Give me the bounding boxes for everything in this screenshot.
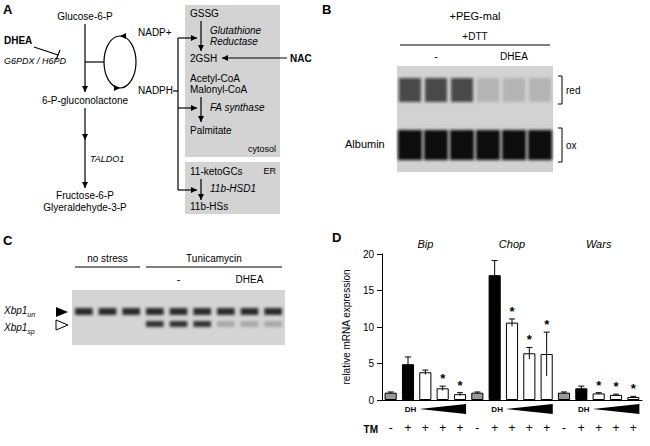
svg-text:+: +	[543, 421, 550, 435]
svg-text:DHEA: DHEA	[4, 35, 32, 46]
svg-text:*: *	[527, 332, 533, 347]
svg-text:+PEG-mal: +PEG-mal	[449, 10, 500, 22]
svg-text:10: 10	[363, 322, 375, 333]
svg-text:+: +	[404, 421, 411, 435]
svg-text:*: *	[457, 378, 463, 393]
svg-text:Glyeraldehyde-3-P: Glyeraldehyde-3-P	[43, 202, 127, 213]
svg-text:-: -	[562, 421, 566, 435]
svg-text:11b-HSD1: 11b-HSD1	[210, 183, 256, 194]
svg-text:+DTT: +DTT	[462, 31, 487, 42]
svg-text:-: -	[389, 421, 393, 435]
svg-text:DH: DH	[578, 405, 590, 414]
svg-text:20: 20	[363, 249, 375, 260]
svg-text:cytosol: cytosol	[248, 144, 276, 154]
svg-text:DHEA: DHEA	[500, 51, 528, 62]
svg-text:FA synthase: FA synthase	[210, 102, 265, 113]
svg-text:+: +	[422, 421, 429, 435]
svg-text:*: *	[509, 304, 515, 319]
svg-text:Tunicamycin: Tunicamycin	[186, 253, 242, 264]
svg-text:Xbp1sp: Xbp1sp	[3, 322, 35, 336]
svg-text:*: *	[596, 378, 602, 393]
svg-text:6-P-gluconolactone: 6-P-gluconolactone	[42, 95, 129, 106]
svg-text:Chop: Chop	[499, 238, 525, 250]
svg-text:DH: DH	[491, 405, 503, 414]
svg-text:TM: TM	[364, 424, 378, 435]
svg-text:*: *	[440, 371, 446, 386]
svg-text:*: *	[613, 379, 619, 394]
svg-text:GSSG: GSSG	[190, 8, 219, 19]
svg-text:DH: DH	[405, 405, 417, 414]
svg-text:ER: ER	[263, 166, 276, 176]
svg-text:-: -	[475, 421, 479, 435]
svg-text:+: +	[526, 421, 533, 435]
svg-text:*: *	[631, 381, 637, 396]
svg-text:Xbp1un: Xbp1un	[3, 305, 35, 318]
svg-text:Glucose-6-P: Glucose-6-P	[57, 11, 113, 22]
svg-text:0: 0	[368, 395, 374, 406]
svg-text:+: +	[612, 421, 619, 435]
svg-text:Acetyl-CoA: Acetyl-CoA	[190, 73, 240, 84]
svg-text:NADP+: NADP+	[138, 27, 172, 38]
svg-text:Reductase: Reductase	[210, 36, 258, 47]
svg-text:C: C	[3, 233, 13, 248]
svg-text:*: *	[544, 317, 550, 332]
svg-text:DHEA: DHEA	[236, 274, 264, 285]
svg-text:2GSH: 2GSH	[190, 53, 217, 64]
svg-text:red: red	[566, 85, 580, 96]
svg-text:15: 15	[363, 285, 375, 296]
svg-text:B: B	[322, 2, 331, 17]
svg-text:NAC: NAC	[290, 53, 312, 64]
svg-text:NADPH: NADPH	[138, 85, 173, 96]
svg-text:Palmitate: Palmitate	[190, 125, 232, 136]
svg-text:Glutathione: Glutathione	[210, 25, 262, 36]
svg-text:no stress: no stress	[87, 253, 128, 264]
svg-text:Wars: Wars	[586, 238, 612, 250]
svg-text:+: +	[508, 421, 515, 435]
svg-text:ox: ox	[566, 140, 577, 151]
svg-text:Albumin: Albumin	[345, 138, 385, 150]
svg-text:11b-HSs: 11b-HSs	[190, 201, 228, 212]
svg-text:11-ketoGCs: 11-ketoGCs	[190, 166, 243, 177]
svg-text:relative mRNA expression: relative mRNA expression	[341, 269, 352, 384]
svg-text:+: +	[630, 421, 637, 435]
svg-text:TALDO1: TALDO1	[90, 154, 124, 164]
svg-text:-: -	[434, 50, 438, 62]
svg-text:+: +	[595, 421, 602, 435]
svg-text:+: +	[456, 421, 463, 435]
svg-text:A: A	[3, 2, 13, 17]
svg-text:+: +	[578, 421, 585, 435]
svg-text:-: -	[177, 273, 181, 285]
svg-text:Malonyl-CoA: Malonyl-CoA	[190, 84, 248, 95]
svg-text:G6PDX / H6PD: G6PDX / H6PD	[4, 56, 67, 66]
svg-text:Fructose-6-P: Fructose-6-P	[56, 190, 114, 201]
svg-text:5: 5	[368, 358, 374, 369]
svg-text:+: +	[491, 421, 498, 435]
svg-text:Bip: Bip	[417, 238, 433, 250]
svg-text:D: D	[332, 230, 341, 245]
svg-text:+: +	[439, 421, 446, 435]
